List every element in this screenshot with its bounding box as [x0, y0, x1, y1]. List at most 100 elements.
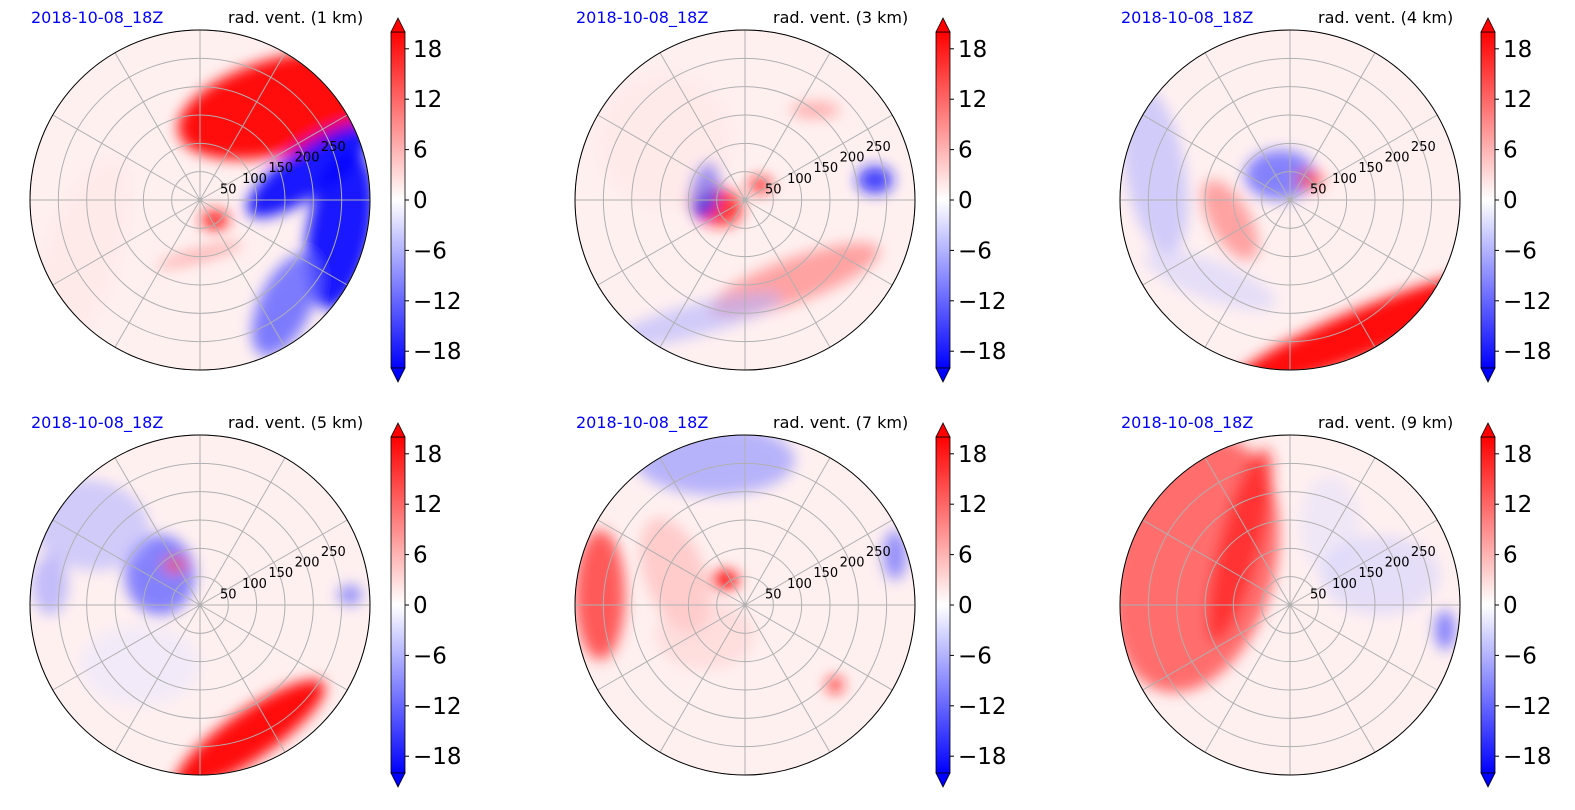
colorbar-tick-label: 18 [413, 37, 442, 63]
colorbar-extend-max [935, 422, 951, 438]
polar-panel: 50 100 150 200 250 18 12 6 0 −18 −12 −6 2018-10-08_1… [1090, 0, 1575, 405]
grid-spoke [1289, 519, 1438, 606]
date-label: 2018-10-08_18Z [576, 413, 709, 432]
panel-title: rad. vent. (7 km) [773, 413, 909, 432]
grid-spoke [114, 199, 201, 348]
grid-spoke [659, 457, 746, 606]
grid-spoke [659, 52, 746, 201]
colorbar-extend-max [935, 17, 951, 33]
colorbar-tick-label: −18 [1503, 339, 1552, 365]
radial-tick-label: 200 [1385, 556, 1410, 571]
radial-tick-label: 250 [866, 140, 891, 155]
grid-spoke [52, 199, 201, 286]
colorbar-extend-max [390, 17, 406, 33]
colorbar-tick-label: 0 [413, 593, 428, 619]
colorbar-tick-label: 6 [413, 543, 428, 569]
radial-tick-label: 150 [1358, 161, 1383, 176]
grid-spoke [1289, 457, 1376, 606]
colorbar: 18 12 6 0 −18 −12 −6 [935, 17, 1007, 383]
field-feature [635, 435, 795, 495]
colorbar: 18 12 6 0 −18 −12 −6 [390, 17, 462, 383]
grid-spoke [1142, 114, 1291, 201]
grid-spoke [199, 519, 348, 606]
colorbar-tick-label: −12 [1503, 694, 1552, 720]
plot-boundary [574, 29, 916, 371]
colorbar: 18 12 6 0 −18 −12 −6 [1480, 422, 1552, 788]
radial-tick-label: 150 [1358, 566, 1383, 581]
radial-tick-label: 250 [1411, 545, 1436, 560]
grid-spoke [744, 604, 831, 753]
radial-tick-label: 250 [321, 545, 346, 560]
radial-tick-label: 200 [840, 556, 865, 571]
grid-spoke [1289, 199, 1376, 348]
colorbar-tick-label: −12 [413, 289, 462, 315]
date-label: 2018-10-08_18Z [1121, 413, 1254, 432]
radial-tick-label: 50 [1310, 182, 1327, 197]
radial-tick-label: 50 [765, 182, 782, 197]
colorbar-tick-label: 0 [1503, 188, 1518, 214]
colorbar-tick-label: 6 [1503, 138, 1518, 164]
colorbar-extend-min [390, 772, 406, 788]
grid-spoke [199, 199, 286, 348]
plot-boundary [1119, 29, 1461, 371]
colorbar-tick-label: 0 [1503, 593, 1518, 619]
grid-spoke [1289, 604, 1376, 753]
grid-spoke [744, 52, 831, 201]
colorbar-tick-label: 18 [413, 442, 442, 468]
colorbar-tick-label: −6 [413, 643, 447, 669]
field-feature [338, 585, 362, 605]
radial-tick-label: 50 [765, 587, 782, 602]
colorbar-tick-label: 12 [1503, 87, 1532, 113]
field-feature [201, 210, 229, 230]
grid-spoke [597, 114, 746, 201]
radial-tick-label: 100 [787, 172, 812, 187]
date-label: 2018-10-08_18Z [31, 8, 164, 27]
date-label: 2018-10-08_18Z [31, 413, 164, 432]
colorbar-tick-label: −6 [958, 643, 992, 669]
plot-boundary [29, 29, 371, 371]
radial-tick-label: 100 [242, 172, 267, 187]
colorbar-tick-label: −18 [958, 339, 1007, 365]
field-feature [857, 166, 893, 194]
colorbar-tick-label: −18 [413, 744, 462, 770]
colorbar-tick-label: −6 [413, 238, 447, 264]
plot-boundary [1119, 434, 1461, 776]
grid-spoke [1204, 604, 1291, 753]
grid-spoke [52, 114, 201, 201]
colorbar-tick-label: −6 [1503, 643, 1537, 669]
grid-spoke [52, 519, 201, 606]
grid-spoke [199, 457, 286, 606]
grid-spoke [52, 604, 201, 691]
radial-tick-label: 250 [866, 545, 891, 560]
field-feature [827, 677, 843, 693]
grid-spoke [659, 199, 746, 348]
field-feature [595, 70, 735, 210]
grid-spoke [744, 519, 893, 606]
colorbar-tick-label: 0 [958, 593, 973, 619]
field-feature [655, 600, 755, 670]
grid-spoke [597, 199, 746, 286]
colorbar-body [935, 31, 951, 369]
field-feature [711, 570, 739, 590]
radial-tick-label: 200 [295, 556, 320, 571]
colorbar-tick-label: −6 [958, 238, 992, 264]
polar-panel: 50 100 150 200 250 18 12 6 0 −18 −12 −6 2018-10-08_1… [1090, 405, 1575, 810]
grid-spoke [1142, 519, 1291, 606]
field-feature [251, 253, 319, 357]
radial-tick-label: 250 [321, 140, 346, 155]
grid-spoke [114, 457, 201, 606]
polar-panel: 50 100 150 200 250 18 12 6 0 −18 −12 −6 2018-10-08_1… [545, 0, 1090, 405]
field-feature [247, 122, 370, 218]
colorbar-tick-label: 12 [413, 87, 442, 113]
grid-spoke [1289, 604, 1438, 691]
grid-spoke [744, 604, 893, 691]
field-feature [125, 535, 195, 615]
radial-tick-label: 100 [1332, 172, 1357, 187]
grid-spoke [199, 604, 348, 691]
date-label: 2018-10-08_18Z [1121, 8, 1254, 27]
panel-title: rad. vent. (4 km) [1318, 8, 1454, 27]
colorbar-body [390, 31, 406, 369]
